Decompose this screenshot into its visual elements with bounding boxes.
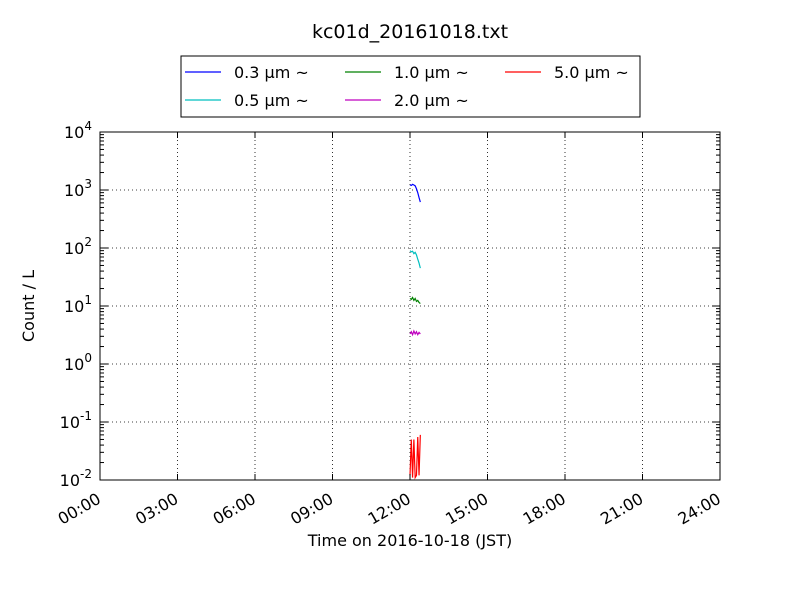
y-tick-label: 104: [64, 119, 92, 142]
legend: 0.3 μm ~ 0.5 μm ~ 1.0 μm ~ 2.0 μm ~ 5.0 μm ~: [180, 55, 641, 118]
y-tick-label: 10-1: [60, 409, 92, 432]
y-tick-label: 101: [64, 293, 92, 316]
series-line-1: [409, 183, 421, 203]
y-tick-labels: 10-2 10-1 100 101 102 103 104: [60, 119, 92, 490]
legend-label-4: 2.0 μm ~: [394, 91, 469, 110]
series-line-2: [409, 250, 421, 269]
legend-label-3: 1.0 μm ~: [394, 63, 469, 82]
y-tick-label: 10-2: [60, 467, 92, 490]
ticks: [99, 131, 721, 481]
legend-box: [180, 55, 641, 118]
y-axis-label: Count / L: [19, 270, 38, 342]
series-line-5: [409, 434, 421, 480]
y-tick-label: 100: [64, 351, 92, 374]
legend-label-5: 5.0 μm ~: [554, 63, 629, 82]
x-axis-label: Time on 2016-10-18 (JST): [307, 531, 512, 550]
series-line-3: [409, 296, 421, 305]
chart-title: kc01d_20161018.txt: [312, 21, 508, 43]
legend-label-1: 0.3 μm ~: [234, 63, 309, 82]
y-tick-label: 102: [64, 235, 92, 258]
grid: [100, 132, 720, 480]
series-group: [409, 183, 421, 480]
series-line-4: [409, 329, 421, 337]
y-tick-label: 103: [64, 177, 92, 200]
legend-label-2: 0.5 μm ~: [234, 91, 309, 110]
